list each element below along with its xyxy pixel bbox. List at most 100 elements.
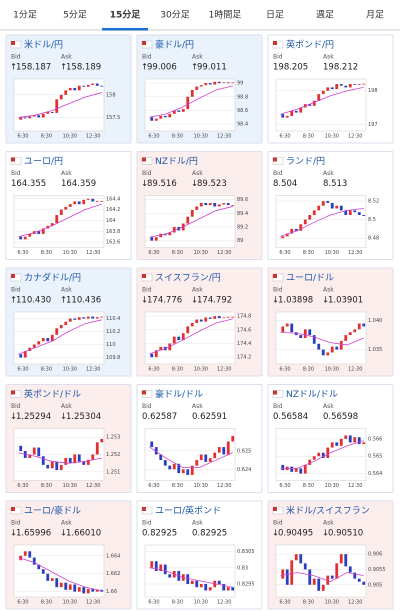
candle — [321, 452, 325, 458]
x-tick-label: 6:30 — [279, 600, 290, 606]
trend-arrow: ↓ — [141, 179, 148, 189]
tab[interactable]: 日足 — [266, 10, 284, 21]
x-tick-label: 12:30 — [86, 250, 100, 256]
card-title[interactable]: ユーロ/ドル — [286, 274, 334, 284]
x-tick-label: 10:30 — [194, 600, 208, 606]
candle — [335, 205, 339, 209]
candle — [186, 216, 190, 224]
candle — [321, 201, 325, 206]
candle — [168, 113, 172, 118]
candle — [159, 346, 163, 351]
candle — [290, 228, 294, 234]
bid-label: Bid — [11, 287, 21, 294]
y-tick-label: 0.906 — [368, 552, 382, 558]
x-tick-label: 6:30 — [148, 367, 159, 373]
candle — [199, 85, 203, 87]
card-title[interactable]: スイスフラン/円 — [155, 273, 221, 284]
candle — [55, 461, 59, 471]
card-title[interactable]: 豪ドル/ドル — [155, 388, 203, 400]
ask-label: Ask — [323, 520, 334, 527]
bid-value: 174.776 — [147, 296, 182, 306]
flag-mark — [11, 507, 15, 511]
chart-area — [144, 311, 236, 365]
card-title[interactable]: カナダドル/円 — [24, 272, 81, 284]
candle — [357, 84, 361, 85]
candle — [91, 316, 95, 319]
card-title[interactable]: ユーロ/英ポンド — [155, 505, 221, 517]
tab[interactable]: 週足 — [316, 10, 334, 21]
moving-average — [18, 452, 102, 464]
candle — [77, 317, 81, 320]
tab-bar — [0, 0, 400, 30]
ask-value: 0.82925 — [192, 529, 227, 539]
tab[interactable]: 月足 — [366, 10, 384, 21]
moving-average — [280, 208, 364, 237]
candle — [326, 201, 330, 203]
candle — [59, 325, 63, 329]
candle — [217, 81, 221, 84]
moving-average — [18, 557, 102, 592]
tab[interactable]: 1分足 — [13, 10, 37, 21]
moving-average — [149, 446, 233, 468]
candle — [23, 551, 27, 556]
x-tick-label: 10:30 — [325, 134, 339, 140]
card-title[interactable]: 米ドル/円 — [24, 39, 63, 51]
candle — [100, 85, 104, 87]
candle — [86, 84, 90, 87]
candle — [86, 588, 90, 594]
chart-area — [275, 544, 367, 598]
candle — [159, 115, 163, 119]
flag-mark — [142, 41, 146, 45]
bid-value: 8.504 — [273, 179, 297, 189]
x-tick-label: 6:30 — [279, 367, 290, 373]
candle — [312, 456, 316, 460]
chart-area — [13, 78, 105, 132]
candle — [357, 578, 361, 582]
chart-area — [144, 78, 236, 132]
y-tick-label: 1.035 — [368, 347, 382, 353]
tab[interactable]: 1時間足 — [209, 10, 242, 21]
moving-average — [149, 85, 233, 118]
candle — [64, 206, 68, 210]
card-title[interactable]: 米ドル/スイスフラン — [286, 505, 370, 517]
card-title[interactable]: ユーロ/円 — [24, 156, 63, 167]
x-tick-label: 6:30 — [17, 134, 28, 140]
candle — [50, 578, 54, 581]
y-tick-label: 8.5 — [368, 217, 376, 223]
trend-arrow: ↑ — [60, 296, 67, 306]
candle — [362, 581, 366, 585]
card-title[interactable]: 英ポンド/円 — [286, 39, 334, 51]
trend-arrow: ↓ — [272, 529, 279, 539]
candle — [77, 454, 81, 462]
candle — [28, 454, 32, 458]
x-tick-label: 8:30 — [41, 600, 52, 606]
candle — [91, 454, 95, 460]
card-title[interactable]: NZドル/円 — [155, 156, 198, 167]
candle — [199, 584, 203, 588]
tab[interactable]: 30分足 — [160, 10, 189, 21]
trend-arrow: ↓ — [322, 529, 329, 539]
candle — [339, 205, 343, 211]
flag-mark — [273, 507, 277, 511]
y-tick-label: 89 — [237, 238, 243, 244]
card-title[interactable]: ユーロ/豪ドル — [24, 505, 81, 517]
candle — [55, 578, 59, 588]
flag-mark — [11, 390, 15, 395]
candle — [299, 468, 303, 474]
candle — [231, 435, 235, 442]
candle — [32, 344, 36, 348]
moving-average — [149, 206, 233, 238]
tab[interactable]: 15分足 — [110, 9, 142, 21]
flag-mark — [273, 41, 277, 45]
candle — [290, 466, 294, 472]
card-title[interactable]: ランド/円 — [286, 156, 325, 167]
y-tick-label: 164.4 — [106, 196, 120, 202]
candle — [231, 587, 235, 591]
card-title[interactable]: 英ポンド/ドル — [24, 388, 81, 400]
candle — [177, 110, 181, 112]
tab[interactable]: 5分足 — [63, 10, 87, 21]
card-title[interactable]: 豪ドル/円 — [155, 39, 194, 51]
candle — [353, 210, 357, 213]
card-title[interactable]: NZドル/ドル — [286, 390, 338, 400]
y-tick-label: 1.253 — [106, 435, 120, 441]
